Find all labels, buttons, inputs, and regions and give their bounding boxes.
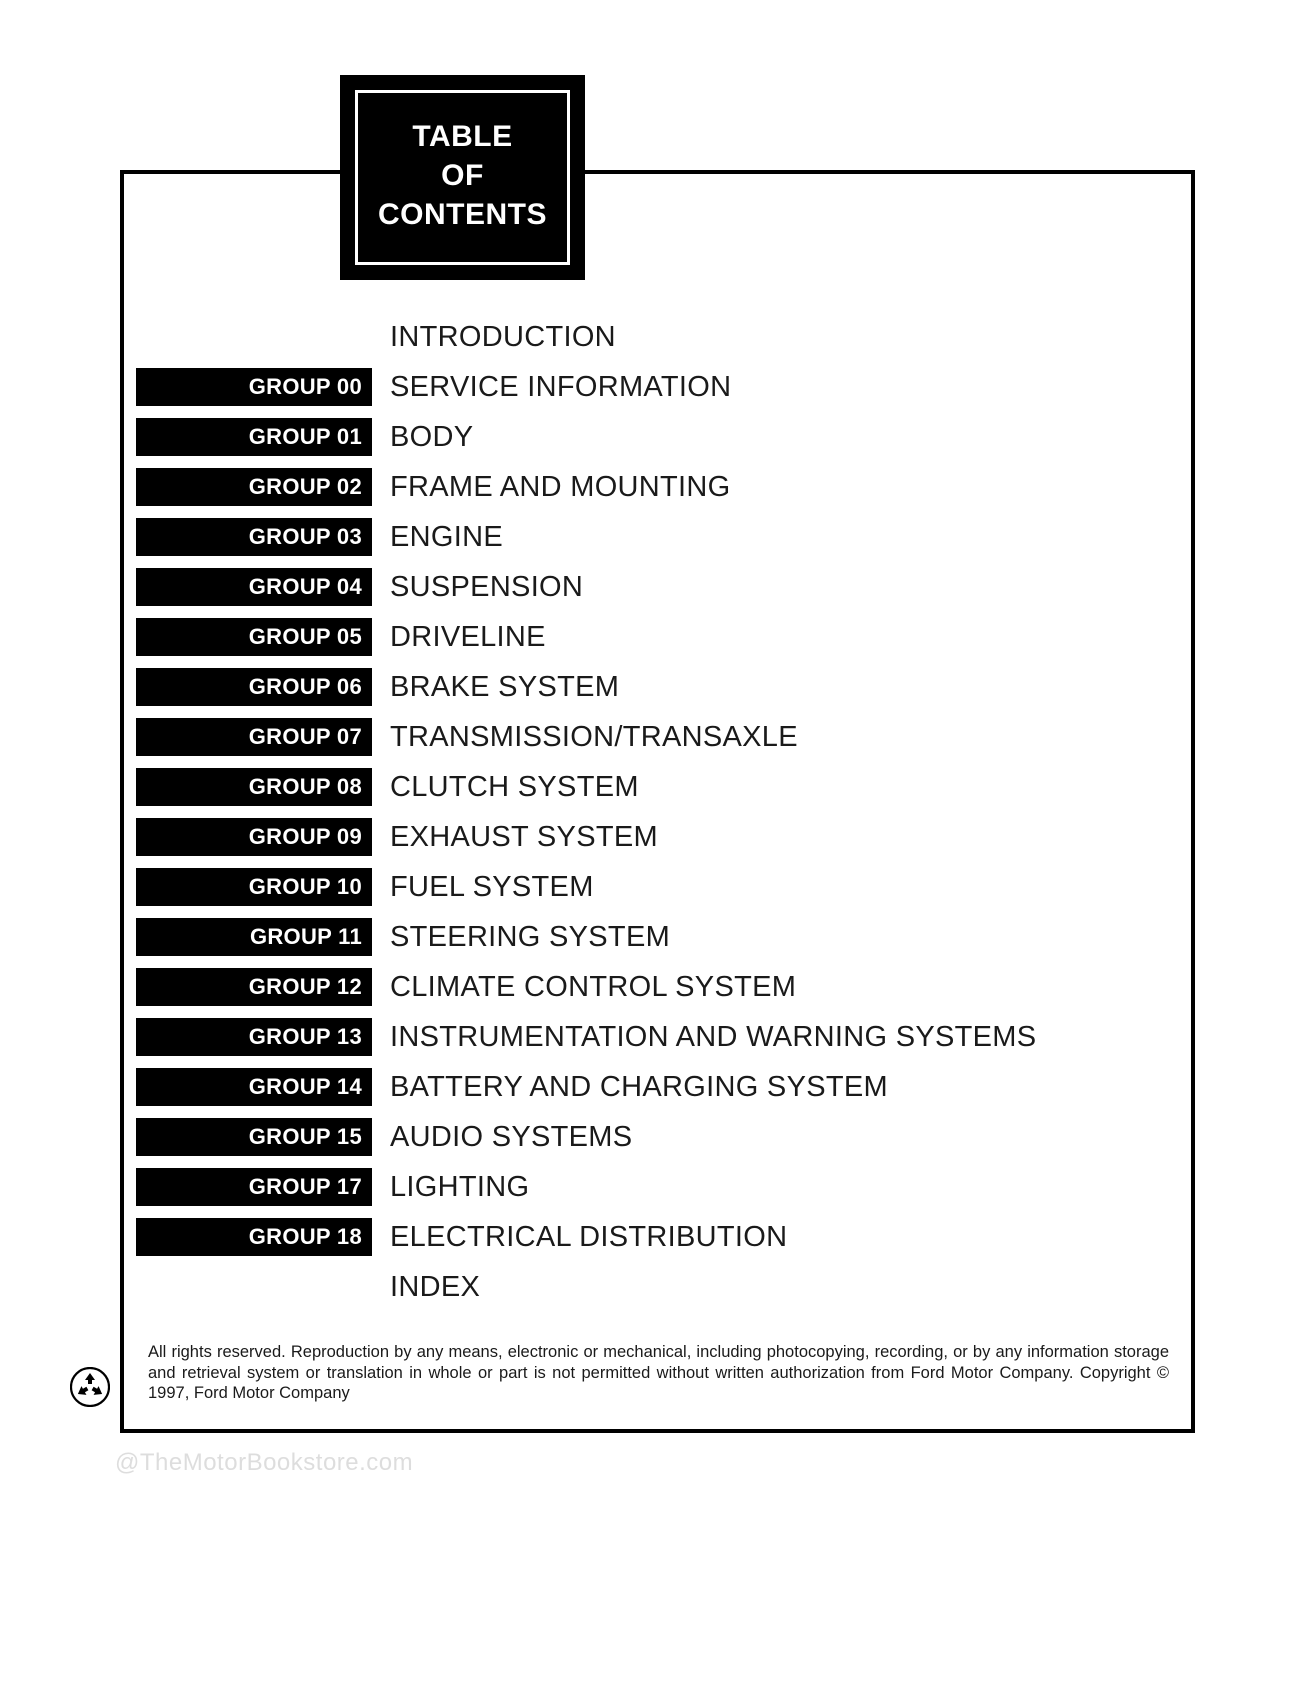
toc-row: GROUP 15 AUDIO SYSTEMS [136,1112,1185,1162]
toc-row: INDEX [136,1262,1185,1312]
toc-row: GROUP 05 DRIVELINE [136,612,1185,662]
section-title: FUEL SYSTEM [390,871,594,904]
section-title: SERVICE INFORMATION [390,371,731,404]
group-label: GROUP 15 [136,1118,372,1156]
section-title: DRIVELINE [390,621,546,654]
group-label: GROUP 06 [136,668,372,706]
title-line-1: TABLE [368,117,557,156]
section-title: BODY [390,421,473,454]
top-border-left [124,170,344,174]
toc-row: INTRODUCTION [136,312,1185,362]
section-title: CLIMATE CONTROL SYSTEM [390,971,796,1004]
toc-row: GROUP 07 TRANSMISSION/TRANSAXLE [136,712,1185,762]
toc-row: GROUP 18 ELECTRICAL DISTRIBUTION [136,1212,1185,1262]
group-label: GROUP 17 [136,1168,372,1206]
toc-row: GROUP 17 LIGHTING [136,1162,1185,1212]
group-label: GROUP 04 [136,568,372,606]
page-frame: INTRODUCTIONGROUP 00SERVICE INFORMATIONG… [120,170,1195,1433]
toc-row: GROUP 04 SUSPENSION [136,562,1185,612]
section-title: BATTERY AND CHARGING SYSTEM [390,1071,888,1104]
group-label: GROUP 11 [136,918,372,956]
toc-row: GROUP 13 INSTRUMENTATION AND WARNING SYST… [136,1012,1185,1062]
top-border-right [581,170,1191,174]
section-title: LIGHTING [390,1171,529,1204]
section-title: INTRODUCTION [390,321,616,354]
group-label [136,1268,372,1306]
group-label: GROUP 05 [136,618,372,656]
toc-row: GROUP 12 CLIMATE CONTROL SYSTEM [136,962,1185,1012]
group-label [136,318,372,356]
toc-row: GROUP 01 BODY [136,412,1185,462]
top-border [124,170,1191,174]
toc-list: INTRODUCTIONGROUP 00SERVICE INFORMATIONG… [124,174,1191,1312]
group-label: GROUP 07 [136,718,372,756]
section-title: TRANSMISSION/TRANSAXLE [390,721,798,754]
section-title: SUSPENSION [390,571,583,604]
group-label: GROUP 03 [136,518,372,556]
group-label: GROUP 09 [136,818,372,856]
group-label: GROUP 18 [136,1218,372,1256]
toc-row: GROUP 03 ENGINE [136,512,1185,562]
toc-row: GROUP 06 BRAKE SYSTEM [136,662,1185,712]
group-label: GROUP 12 [136,968,372,1006]
toc-row: GROUP 14 BATTERY AND CHARGING SYSTEM [136,1062,1185,1112]
section-title: EXHAUST SYSTEM [390,821,658,854]
section-title: STEERING SYSTEM [390,921,670,954]
toc-row: GROUP 02 FRAME AND MOUNTING [136,462,1185,512]
watermark: @TheMotorBookstore.com [115,1449,413,1477]
toc-row: GROUP 09 EXHAUST SYSTEM [136,812,1185,862]
toc-row: GROUP 08 CLUTCH SYSTEM [136,762,1185,812]
toc-row: GROUP 11 STEERING SYSTEM [136,912,1185,962]
section-title: ELECTRICAL DISTRIBUTION [390,1221,787,1254]
section-title: INSTRUMENTATION AND WARNING SYSTEMS [390,1021,1036,1054]
section-title: CLUTCH SYSTEM [390,771,639,804]
group-label: GROUP 10 [136,868,372,906]
legal-text: All rights reserved. Reproduction by any… [148,1342,1169,1404]
section-title: AUDIO SYSTEMS [390,1121,632,1154]
group-label: GROUP 13 [136,1018,372,1056]
group-label: GROUP 02 [136,468,372,506]
group-label: GROUP 01 [136,418,372,456]
recycle-icon [70,1367,110,1407]
section-title: INDEX [390,1271,480,1304]
group-label: GROUP 08 [136,768,372,806]
section-title: ENGINE [390,521,503,554]
section-title: BRAKE SYSTEM [390,671,619,704]
toc-row: GROUP 00 SERVICE INFORMATION [136,362,1185,412]
group-label: GROUP 00 [136,368,372,406]
group-label: GROUP 14 [136,1068,372,1106]
section-title: FRAME AND MOUNTING [390,471,731,504]
toc-row: GROUP 10 FUEL SYSTEM [136,862,1185,912]
